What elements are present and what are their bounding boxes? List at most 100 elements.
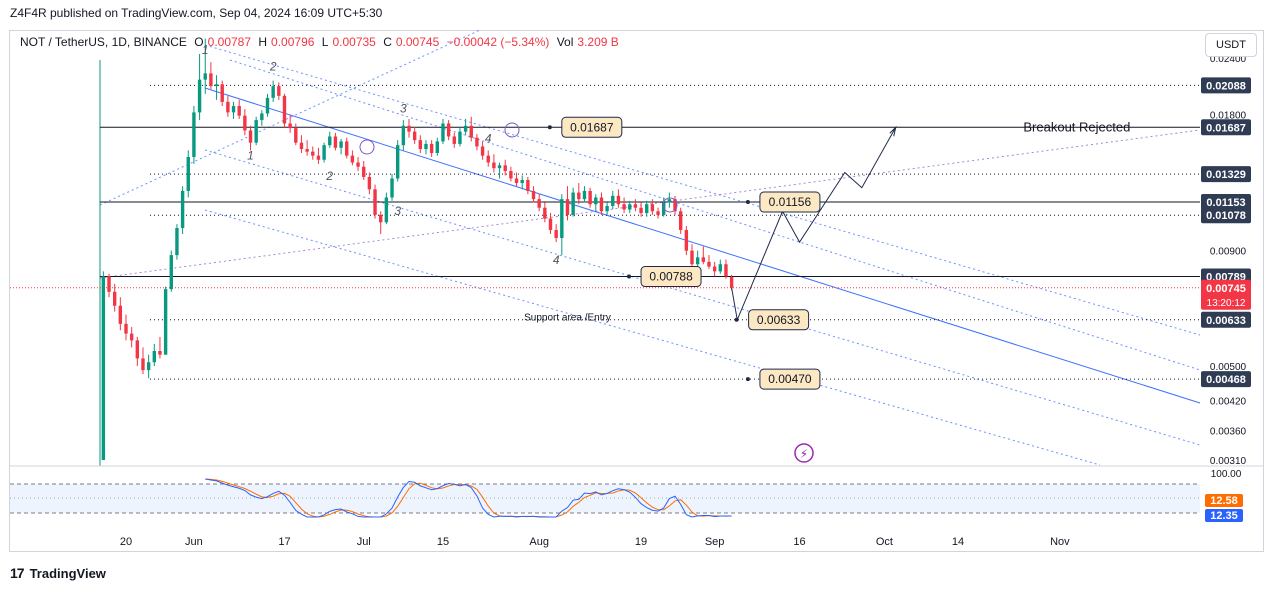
legend-change: −0.00042 (−5.34%) — [446, 35, 550, 49]
projection-path — [731, 127, 897, 322]
candle-body — [531, 190, 536, 200]
candle-body — [107, 276, 111, 292]
time-axis-tick: Jun — [185, 536, 203, 548]
candle-body — [209, 73, 213, 87]
candle-body — [299, 142, 304, 150]
time-axis-tick: Oct — [876, 536, 893, 548]
pivot-circle — [504, 122, 520, 138]
time-axis-tick: 15 — [437, 536, 449, 548]
candle-body — [565, 199, 570, 215]
candle-body — [712, 266, 717, 272]
candle-body — [497, 165, 502, 169]
callout-label: 0.01156 — [769, 195, 812, 209]
candle-body — [458, 131, 462, 144]
candle-body — [390, 178, 394, 198]
candle-body — [526, 179, 530, 191]
candle-body — [588, 190, 592, 205]
callout-box — [759, 191, 821, 213]
candle-body — [288, 123, 292, 129]
stoch-k-badge — [1205, 509, 1243, 522]
time-axis-tick: 19 — [635, 536, 647, 548]
stoch-d-line — [205, 478, 732, 518]
candle-body — [260, 113, 264, 121]
lightning-icon — [794, 443, 814, 463]
time-axis-tick: Jul — [357, 536, 371, 548]
current-price-label: 0.00745 — [1206, 283, 1246, 295]
candle-body — [509, 171, 513, 179]
candle-body — [724, 264, 728, 277]
legend-low-label: L — [321, 35, 329, 49]
candle-body — [718, 264, 722, 272]
chart-annotation: Breakout Rejected — [1023, 119, 1130, 134]
channel-line — [204, 44, 1201, 336]
stoch-k-line — [205, 478, 732, 518]
candle-body — [480, 146, 485, 156]
candle-body — [469, 125, 473, 138]
candle-body — [486, 155, 490, 163]
candle-body — [520, 179, 524, 184]
candle-body — [277, 86, 281, 96]
candle-body — [226, 101, 230, 113]
price-axis-tick: 0.00360 — [1210, 427, 1247, 438]
callout-dot — [745, 200, 750, 205]
wave-label: 2 — [269, 60, 277, 74]
currency-button[interactable]: USDT — [1205, 33, 1257, 57]
price-axis-badge — [1201, 166, 1251, 183]
candle-body — [135, 340, 140, 359]
candle-body — [537, 199, 541, 208]
candle-body — [452, 136, 456, 144]
chart-annotation: Support area /Entry — [524, 312, 611, 323]
candle-body — [605, 205, 609, 212]
candle-body — [124, 323, 128, 334]
time-axis-tick: 17 — [278, 536, 290, 548]
callout-label: 0.01687 — [570, 120, 614, 134]
candle-body — [328, 136, 332, 146]
candle-body — [395, 145, 400, 179]
callout-box — [759, 368, 821, 390]
candle-body — [667, 199, 672, 203]
projection-arrowhead — [889, 125, 897, 137]
legend-symbol[interactable]: NOT / TetherUS, 1D, BINANCE — [20, 35, 187, 49]
legend-close: 0.00745 — [395, 35, 440, 49]
candle-body — [282, 95, 287, 124]
candle-body — [554, 229, 558, 239]
stoch-band — [10, 484, 1200, 513]
candle-body — [158, 351, 162, 355]
candle-body — [582, 190, 587, 200]
price-axis-badge — [1201, 194, 1251, 211]
legend-high: 0.00796 — [271, 35, 315, 49]
candle-body — [333, 136, 338, 148]
candle-body — [418, 140, 423, 150]
price-axis-label: 0.02088 — [1206, 80, 1246, 92]
candle-body — [112, 291, 117, 306]
candle-body — [356, 162, 360, 167]
stoch-d-badge — [1205, 494, 1243, 507]
candle-body — [373, 189, 377, 215]
tradingview-logo[interactable]: 17 TradingView — [10, 565, 106, 581]
legend-vol-label: Vol — [556, 35, 574, 49]
candle-body — [316, 155, 321, 160]
candle-body — [628, 204, 632, 210]
candle-body — [265, 97, 270, 114]
candle-body — [384, 197, 389, 223]
time-axis-tick: Sep — [705, 536, 725, 548]
wave-label: 3 — [400, 101, 407, 115]
time-axis-tick: 20 — [120, 536, 132, 548]
callout-label: 0.00633 — [757, 313, 801, 327]
candle-body — [548, 218, 553, 230]
symbol-legend: NOT / TetherUS, 1D, BINANCE O 0.00787 H 0.… — [20, 35, 623, 49]
price-axis-tick: 0.00310 — [1210, 456, 1247, 467]
candle-body — [599, 197, 604, 212]
candle-body — [729, 277, 734, 288]
candle-body — [367, 176, 372, 190]
candle-body — [424, 143, 428, 150]
fan-line — [99, 129, 1201, 279]
candle-body — [594, 197, 598, 205]
candle-body — [690, 250, 694, 265]
candle-body — [684, 229, 689, 251]
legend-low: 0.00735 — [332, 35, 376, 49]
candle-body — [220, 84, 224, 102]
candle-body — [101, 276, 106, 460]
time-axis-tick: Nov — [1050, 536, 1070, 548]
